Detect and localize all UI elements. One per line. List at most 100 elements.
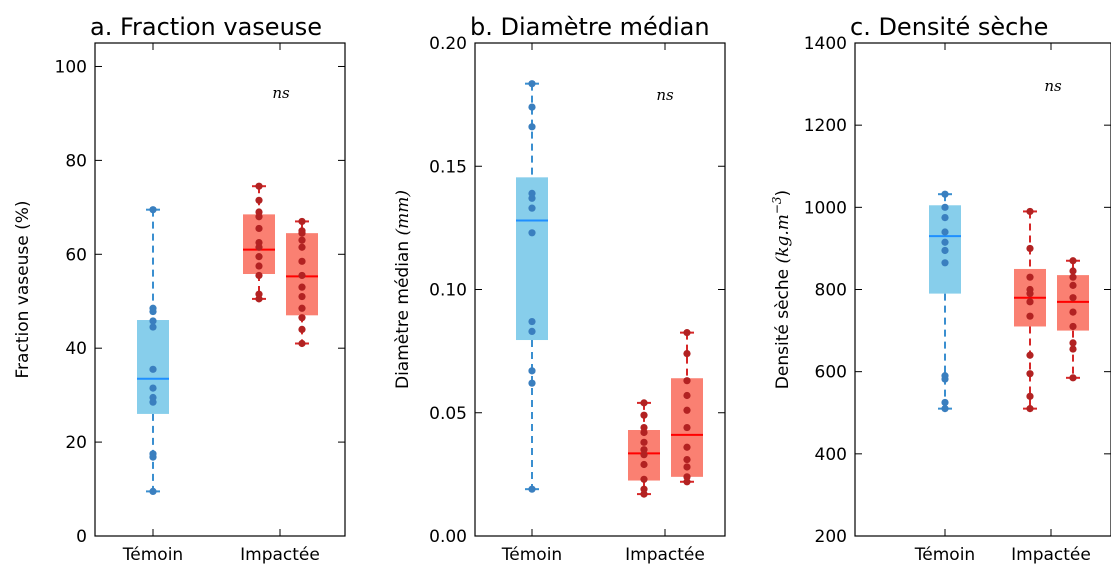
data-point <box>640 446 648 454</box>
data-point <box>149 206 157 214</box>
axes-frame <box>94 42 346 537</box>
data-point <box>1069 294 1077 302</box>
x-tick-label: Impactée <box>240 545 320 565</box>
data-point <box>941 259 949 267</box>
data-point <box>149 450 157 458</box>
data-point <box>640 423 648 432</box>
data-point <box>683 423 691 432</box>
box-impactee-2 <box>286 217 318 348</box>
y-tick-label: 1000 <box>804 198 847 218</box>
box-temoin <box>516 80 548 493</box>
data-point <box>683 443 691 451</box>
box-temoin <box>137 206 169 495</box>
data-point <box>298 292 306 301</box>
data-point <box>298 243 306 251</box>
y-tick-label: 80 <box>65 151 87 171</box>
data-point <box>1026 298 1034 306</box>
significance-label: ns <box>1044 77 1062 95</box>
box-temoin <box>929 190 961 413</box>
data-point <box>528 123 536 131</box>
data-point <box>255 262 263 270</box>
data-point <box>255 253 263 261</box>
y-tick-label: 40 <box>65 339 87 359</box>
y-tick-label: 800 <box>815 281 847 301</box>
y-tick-label: 0.20 <box>429 34 467 54</box>
data-point <box>528 317 536 326</box>
data-point <box>941 398 949 407</box>
data-point <box>941 214 949 222</box>
x-tick-label: Impactée <box>1011 545 1091 565</box>
data-point <box>1069 308 1077 316</box>
data-point <box>1069 273 1077 281</box>
chart-title: c. Densité sèche <box>850 13 1048 41</box>
data-point <box>1069 257 1077 265</box>
y-tick-label: 60 <box>65 245 87 265</box>
data-point <box>1026 285 1034 294</box>
data-point <box>941 246 949 255</box>
box-iqr <box>516 177 548 341</box>
x-tick-label: Témoin <box>122 545 183 565</box>
y-tick-label: 0.00 <box>429 527 467 547</box>
data-point <box>255 208 263 216</box>
data-point <box>1069 281 1077 289</box>
data-point <box>941 372 949 380</box>
data-point <box>1069 339 1077 347</box>
data-point <box>683 473 691 481</box>
data-point <box>1026 351 1034 359</box>
data-point <box>683 349 691 358</box>
data-point <box>149 487 157 495</box>
data-point <box>255 238 263 247</box>
data-point <box>1026 273 1034 281</box>
y-tick-label: 0.10 <box>429 281 467 301</box>
data-point <box>941 405 949 413</box>
data-point <box>528 103 536 111</box>
data-point <box>683 455 691 464</box>
x-tick-label: Témoin <box>914 545 975 565</box>
data-point <box>298 325 306 334</box>
data-point <box>298 217 306 226</box>
data-point <box>683 478 691 486</box>
data-point <box>1026 244 1034 253</box>
box-impactee-2 <box>1057 257 1089 382</box>
data-point <box>528 379 536 387</box>
data-point <box>640 475 648 483</box>
y-axis-label: Fraction vaseuse (%) <box>13 201 33 379</box>
data-point <box>683 391 691 400</box>
y-tick-label: 1200 <box>804 116 847 136</box>
data-point <box>528 327 536 336</box>
data-point <box>683 377 691 385</box>
data-point <box>640 485 648 493</box>
data-point <box>640 460 648 469</box>
data-point <box>149 393 157 402</box>
y-tick-label: 0.15 <box>429 157 467 177</box>
data-point <box>149 384 157 392</box>
data-point <box>298 339 306 348</box>
x-tick-label: Témoin <box>501 545 562 565</box>
chart-panel-2: b. Diamètre médian 0.00 0.05 0.10 0.15 0.20 Té… <box>393 13 726 565</box>
y-tick-label: 100 <box>55 57 87 77</box>
y-tick-label: 400 <box>815 445 847 465</box>
data-point <box>528 485 536 493</box>
significance-label: ns <box>272 84 290 102</box>
data-point <box>149 365 157 373</box>
y-tick-label: 0 <box>76 527 87 547</box>
data-point <box>528 194 536 202</box>
box-impactee-2 <box>671 329 703 486</box>
data-point <box>640 428 648 437</box>
data-point <box>255 290 263 298</box>
data-point <box>1026 392 1034 400</box>
data-point <box>528 80 536 88</box>
data-point <box>1069 345 1077 353</box>
data-point <box>941 238 949 246</box>
box-impactee-1 <box>1014 207 1046 413</box>
y-tick-label: 20 <box>65 433 87 453</box>
data-point <box>528 189 536 197</box>
data-point <box>1026 312 1034 320</box>
chart-panel-1: a. Fraction vaseuse 0 20 40 60 80 100 Témoin Imp… <box>13 13 346 565</box>
box-impactee-1 <box>243 182 275 303</box>
data-point <box>640 451 648 459</box>
data-point <box>528 229 536 237</box>
data-point <box>640 399 648 407</box>
data-point <box>640 490 648 498</box>
